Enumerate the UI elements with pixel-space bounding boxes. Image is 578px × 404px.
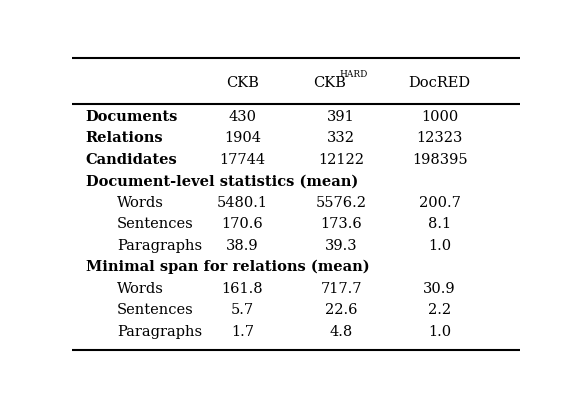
Text: Candidates: Candidates (86, 153, 177, 167)
Text: 12122: 12122 (318, 153, 364, 167)
Text: 430: 430 (228, 110, 257, 124)
Text: HARD: HARD (339, 70, 368, 80)
Text: Paragraphs: Paragraphs (117, 324, 202, 339)
Text: 39.3: 39.3 (325, 239, 357, 253)
Text: Documents: Documents (86, 110, 178, 124)
Text: 12323: 12323 (416, 131, 463, 145)
Text: Words: Words (117, 196, 164, 210)
Text: 17744: 17744 (220, 153, 265, 167)
Text: Relations: Relations (86, 131, 164, 145)
Text: 8.1: 8.1 (428, 217, 451, 231)
Text: 2.2: 2.2 (428, 303, 451, 317)
Text: 391: 391 (327, 110, 355, 124)
Text: 198395: 198395 (412, 153, 468, 167)
Text: Sentences: Sentences (117, 303, 194, 317)
Text: 1.7: 1.7 (231, 324, 254, 339)
Text: Sentences: Sentences (117, 217, 194, 231)
Text: 22.6: 22.6 (325, 303, 357, 317)
Text: 1.0: 1.0 (428, 324, 451, 339)
Text: 1904: 1904 (224, 131, 261, 145)
Text: 1.0: 1.0 (428, 239, 451, 253)
Text: 161.8: 161.8 (221, 282, 264, 296)
Text: 170.6: 170.6 (221, 217, 264, 231)
Text: 332: 332 (327, 131, 355, 145)
Text: Minimal span for relations (mean): Minimal span for relations (mean) (86, 260, 369, 274)
Text: CKB: CKB (313, 76, 346, 90)
Text: 173.6: 173.6 (320, 217, 362, 231)
Text: 200.7: 200.7 (418, 196, 461, 210)
Text: Paragraphs: Paragraphs (117, 239, 202, 253)
Text: 38.9: 38.9 (226, 239, 259, 253)
Text: 5576.2: 5576.2 (316, 196, 366, 210)
Text: DocRED: DocRED (409, 76, 470, 90)
Text: 1000: 1000 (421, 110, 458, 124)
Text: CKB: CKB (226, 76, 259, 90)
Text: 4.8: 4.8 (329, 324, 353, 339)
Text: 5.7: 5.7 (231, 303, 254, 317)
Text: 5480.1: 5480.1 (217, 196, 268, 210)
Text: 30.9: 30.9 (423, 282, 456, 296)
Text: Words: Words (117, 282, 164, 296)
Text: 717.7: 717.7 (320, 282, 362, 296)
Text: Document-level statistics (mean): Document-level statistics (mean) (86, 174, 358, 188)
